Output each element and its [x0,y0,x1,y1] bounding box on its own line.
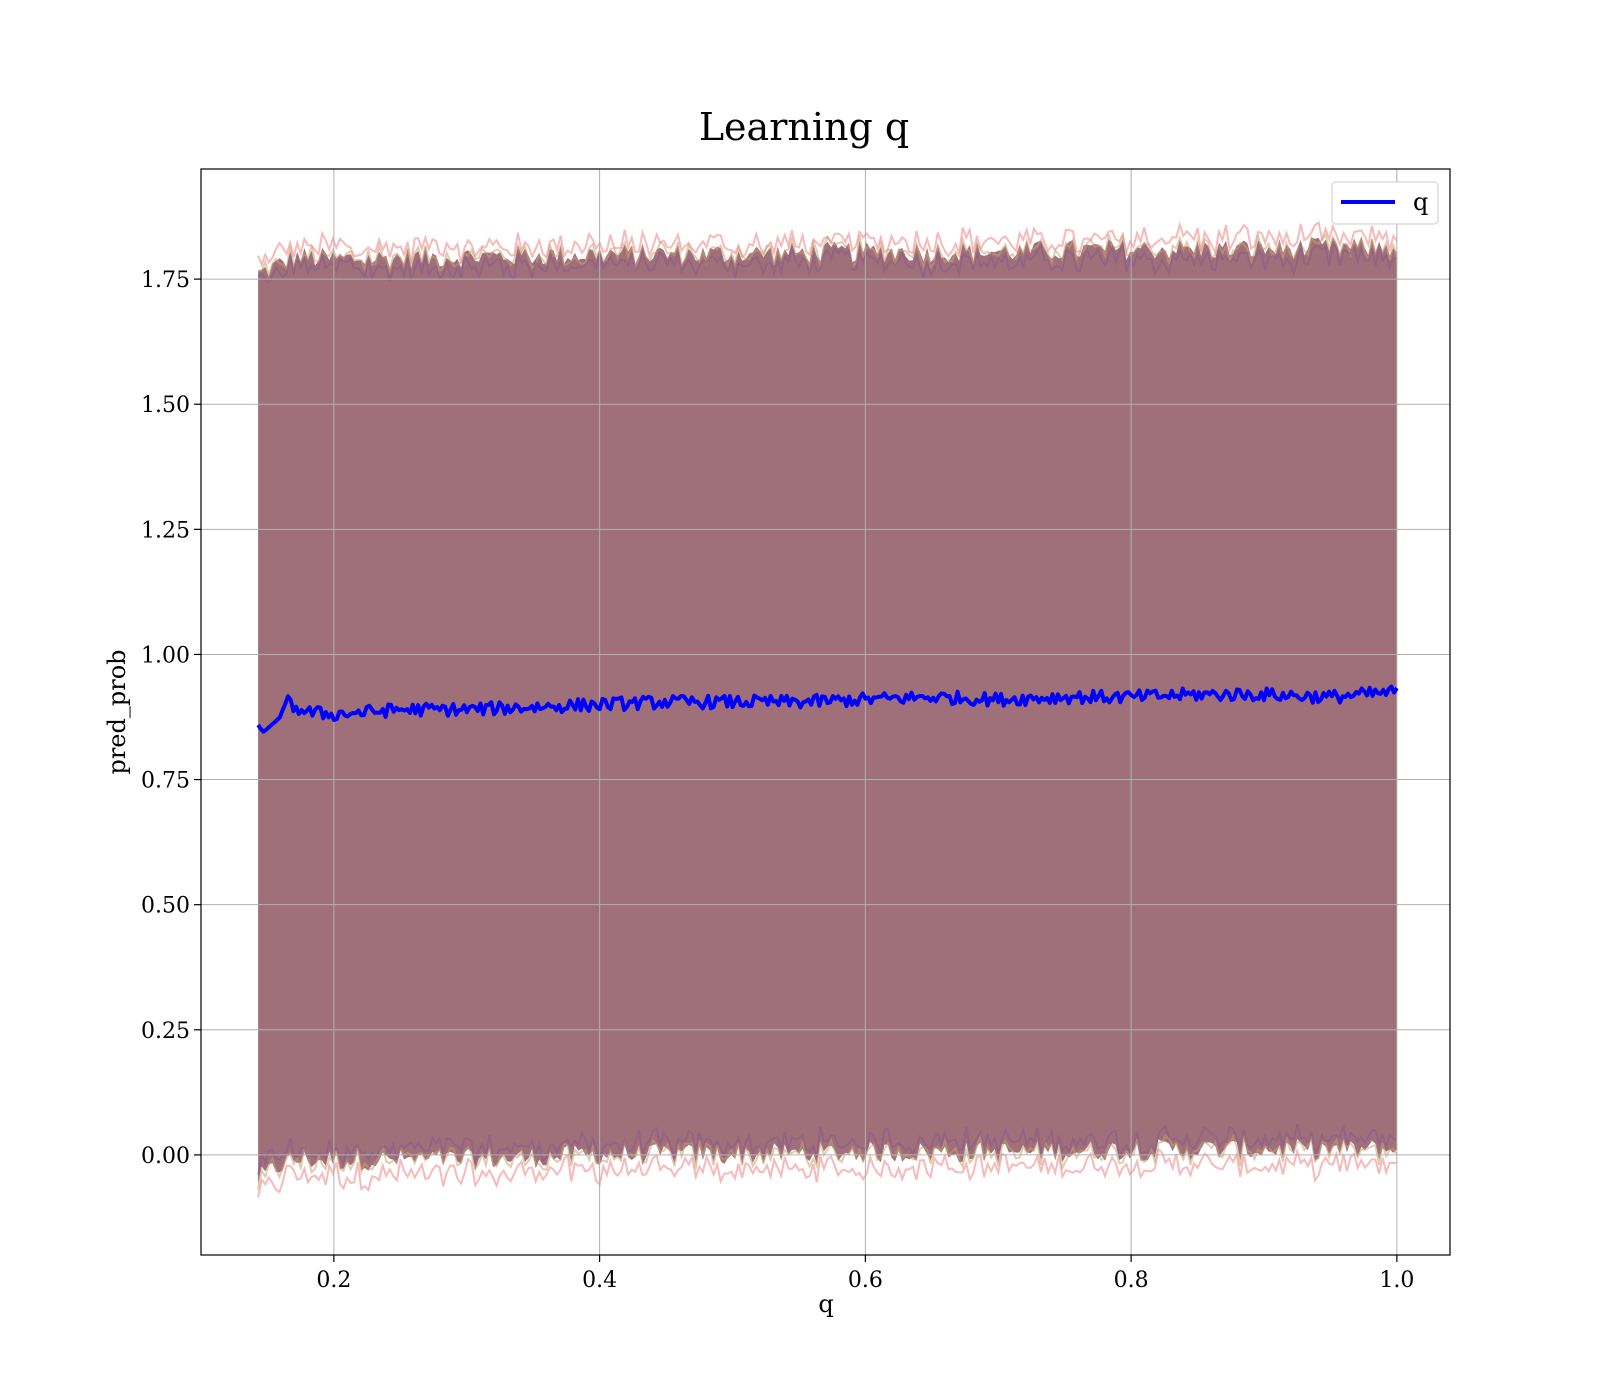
legend-label-q: q [1413,188,1428,216]
y-tick-label: 0.00 [141,1144,190,1169]
confidence-band [258,236,1397,1185]
band-lower-edge-orange [257,1132,1398,1190]
x-tick-label: 1.0 [1379,1268,1414,1293]
plot-area: 0.2 0.4 0.6 0.8 1.0 0.00 0.25 0.50 0.75 1.00 1.25 1… [141,169,1450,1293]
x-tick-label: 0.4 [582,1268,617,1293]
y-tick-label: 0.25 [141,1019,190,1044]
band-upper-edge-purple [257,241,1398,285]
y-tick-label: 1.50 [141,393,190,418]
x-tick-label: 0.2 [316,1268,351,1293]
x-tick-label: 0.8 [1114,1268,1149,1293]
y-tick-label: 1.00 [141,643,190,668]
x-axis-label: q [818,1290,833,1318]
plot-frame [200,168,1451,1256]
series-line-q [256,684,1399,734]
y-axis-label: pred_prob [103,649,131,774]
chart-title: Learning q [699,105,909,149]
legend: q [1331,181,1439,225]
y-tick-label: 0.50 [141,894,190,919]
band-upper-edge-orange [257,231,1398,279]
band-lower-edge-purple [257,1124,1397,1175]
y-tick-label: 1.25 [141,518,190,543]
x-tick-label: 0.6 [848,1268,883,1293]
y-tick-label: 0.75 [141,769,190,794]
band-lower-edge-red [257,1147,1397,1198]
y-tick-label: 1.75 [141,268,190,293]
